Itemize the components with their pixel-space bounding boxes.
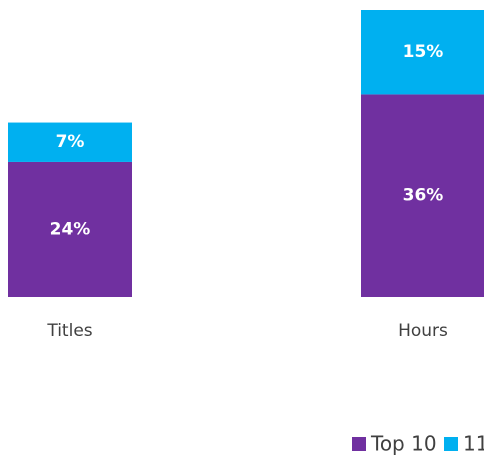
data-label: 36% bbox=[403, 186, 444, 206]
legend-swatch bbox=[352, 437, 366, 451]
bar-segment bbox=[361, 94, 484, 297]
x-tick-label: Titles bbox=[46, 321, 92, 341]
legend-label: 11 to 20 bbox=[463, 432, 484, 456]
data-label: 24% bbox=[50, 219, 91, 239]
bar-segment bbox=[361, 10, 484, 95]
bar-segment bbox=[8, 161, 132, 297]
data-label: 15% bbox=[403, 42, 444, 62]
data-label: 7% bbox=[56, 132, 85, 152]
legend-swatch bbox=[444, 437, 458, 451]
legend-label: Top 10 bbox=[370, 432, 437, 456]
bar-segment bbox=[8, 122, 132, 162]
x-tick-label: Hours bbox=[398, 321, 448, 341]
